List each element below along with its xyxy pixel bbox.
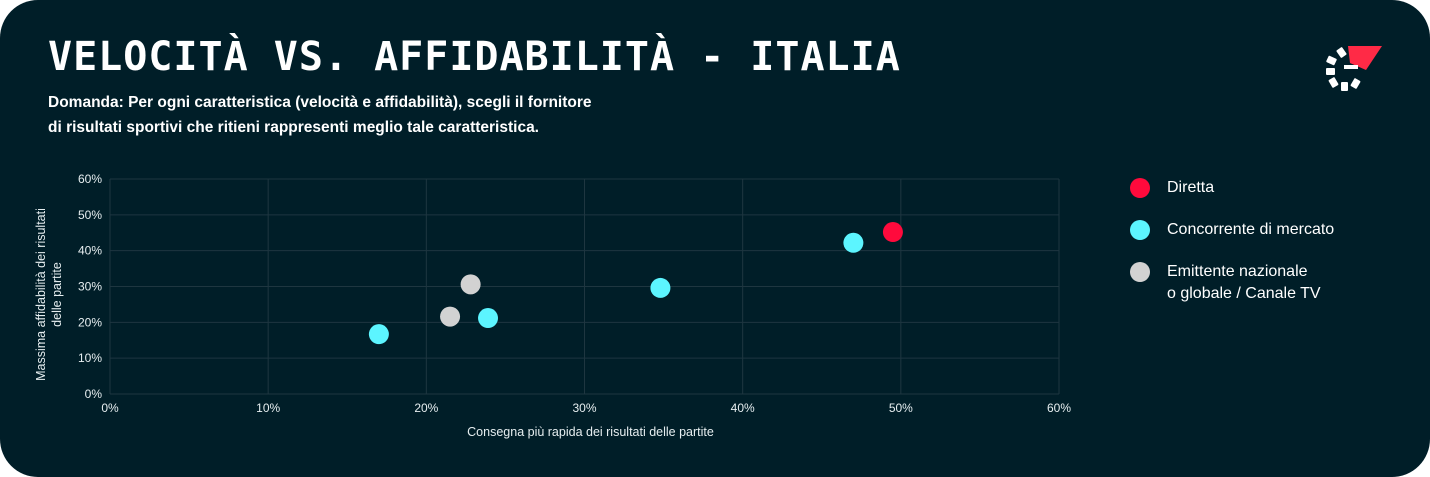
y-tick-label: 30% bbox=[78, 280, 102, 294]
data-point bbox=[478, 308, 499, 329]
x-tick-label: 60% bbox=[1047, 401, 1071, 415]
legend-label: Diretta bbox=[1167, 179, 1215, 196]
legend-item: Diretta bbox=[1130, 177, 1214, 199]
legend-label: Concorrente di mercato bbox=[1167, 221, 1335, 238]
y-tick-label: 20% bbox=[78, 315, 102, 329]
data-point bbox=[843, 232, 864, 253]
legend-marker bbox=[1130, 262, 1150, 282]
legend-label: Emittente nazionale o globale / Canale T… bbox=[1167, 263, 1321, 302]
x-axis-label: Consegna più rapida dei risultati delle … bbox=[467, 425, 714, 439]
x-tick-label: 30% bbox=[572, 401, 596, 415]
data-point bbox=[368, 324, 389, 345]
data-point bbox=[440, 306, 461, 327]
chart-title: VELOCITÀ VS. AFFIDABILITÀ - ITALIA bbox=[48, 34, 901, 80]
y-tick-label: 40% bbox=[78, 244, 102, 258]
x-tick-label: 50% bbox=[889, 401, 913, 415]
x-tick-label: 20% bbox=[414, 401, 438, 415]
y-axis-label: delle partite bbox=[50, 262, 64, 327]
y-axis-label: Massima affidabilità dei risultati bbox=[34, 208, 48, 381]
scatter-plot: 0% 10% 20% 30% 40% 50% 60% 0% 10% 20% 30% 40% 50% 60%… bbox=[34, 172, 1071, 439]
logo-accent-shape bbox=[1348, 46, 1382, 70]
y-tick-label: 50% bbox=[78, 208, 102, 222]
legend-marker bbox=[1130, 220, 1150, 240]
y-tick-label: 10% bbox=[78, 351, 102, 365]
y-tick-label: 60% bbox=[78, 172, 102, 186]
legend-item: Emittente nazionale o globale / Canale T… bbox=[1130, 261, 1321, 305]
data-point bbox=[460, 274, 481, 295]
legend-marker bbox=[1130, 178, 1150, 198]
subtitle-line-2: di risultati sportivi che ritieni rappre… bbox=[48, 119, 539, 136]
x-tick-label: 40% bbox=[731, 401, 755, 415]
y-tick-label: 0% bbox=[85, 387, 103, 401]
data-point bbox=[882, 222, 903, 243]
brand-logo-icon bbox=[1326, 46, 1382, 91]
legend-item: Concorrente di mercato bbox=[1130, 219, 1334, 241]
subtitle-line-1: Domanda: Per ogni caratteristica (veloci… bbox=[48, 94, 592, 111]
chart-subtitle: Domanda: Per ogni caratteristica (veloci… bbox=[48, 90, 688, 140]
data-point bbox=[650, 277, 671, 298]
x-tick-label: 0% bbox=[101, 401, 119, 415]
x-tick-label: 10% bbox=[256, 401, 280, 415]
